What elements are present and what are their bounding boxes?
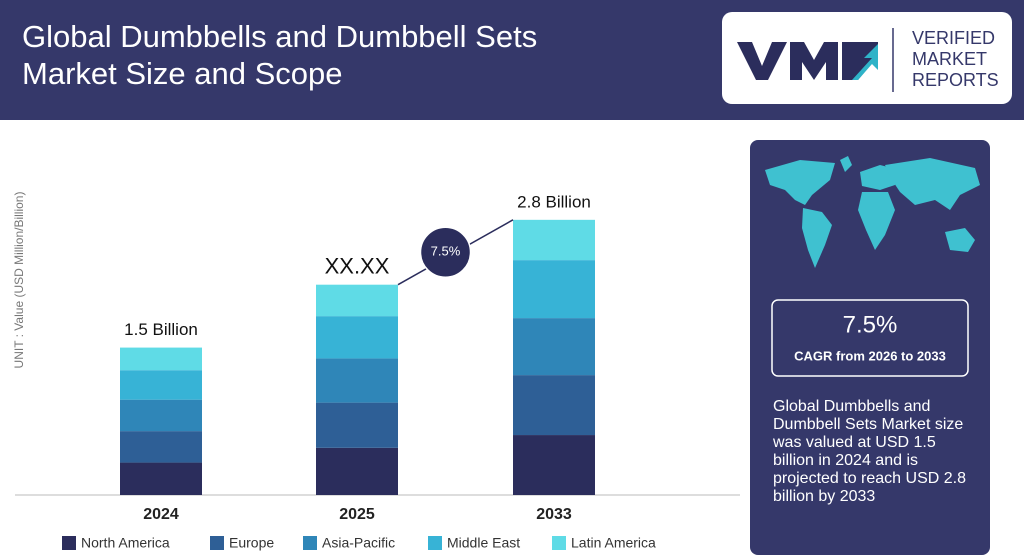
- cagr-value: 7.5%: [843, 311, 898, 338]
- bar-segment: [513, 318, 595, 376]
- bar-segment: [120, 399, 202, 432]
- bar-segment: [513, 260, 595, 319]
- x-tick-label: 2024: [143, 506, 179, 523]
- legend-swatch: [62, 536, 76, 550]
- bar-segment: [316, 358, 398, 403]
- bar-label: XX.XX: [325, 254, 390, 279]
- bar-label: 1.5 Billion: [124, 320, 198, 339]
- cagr-box: [771, 299, 969, 377]
- legend-label: Europe: [229, 535, 274, 551]
- bar-segment: [513, 219, 595, 261]
- cagr-bubble: [419, 226, 472, 279]
- y-axis-label: UNIT : Value (USD Million/Billion): [12, 192, 26, 369]
- world-map: [765, 156, 980, 268]
- legend-label: Latin America: [571, 535, 656, 551]
- bar-segment: [513, 375, 595, 436]
- bar-segment: [316, 316, 398, 359]
- legend-label: Middle East: [447, 535, 520, 551]
- x-tick-label: 2025: [339, 506, 375, 523]
- cagr-bubble-label: 7.5%: [431, 244, 461, 259]
- bar-label: 2.8 Billion: [517, 192, 591, 211]
- legend-label: North America: [81, 535, 170, 551]
- bar-segment: [316, 402, 398, 448]
- bar-segment: [120, 347, 202, 371]
- description: Global Dumbbells and Dumbbell Sets Marke…: [773, 398, 966, 505]
- title: Global Dumbbells and Dumbbell Sets Marke…: [22, 19, 538, 91]
- x-tick-label: 2033: [536, 506, 572, 523]
- logo-mark: [737, 28, 894, 92]
- legend-swatch: [552, 536, 566, 550]
- bar-segment: [316, 284, 398, 317]
- bar-segment: [120, 431, 202, 463]
- bar-segment: [316, 447, 398, 495]
- legend-label: Asia-Pacific: [322, 535, 395, 551]
- logo-text: VERIFIED MARKET REPORTS: [912, 28, 999, 90]
- cagr-label: CAGR from 2026 to 2033: [794, 348, 946, 363]
- legend-swatch: [210, 536, 224, 550]
- legend-swatch: [428, 536, 442, 550]
- bar-segment: [120, 462, 202, 495]
- bar-segment: [513, 435, 595, 495]
- bar-segment: [120, 370, 202, 400]
- legend-swatch: [303, 536, 317, 550]
- plot: 1.5 Billion 2024 XX.XX 2025 2.8 Billion 2033 7…: [62, 192, 656, 551]
